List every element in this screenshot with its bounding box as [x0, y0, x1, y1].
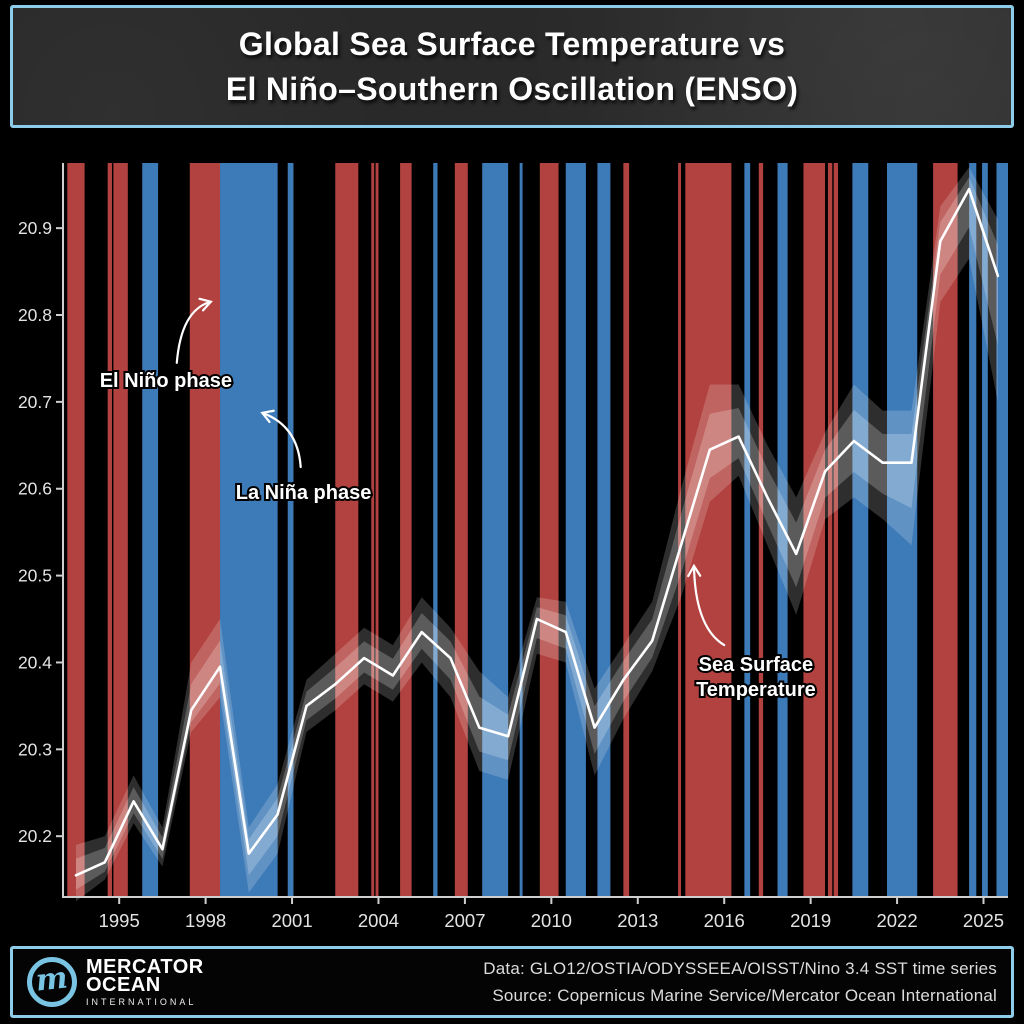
x-tick-label: 2022: [876, 910, 917, 931]
logo-m-glyph: m: [34, 960, 70, 999]
la-nina-band: [852, 163, 869, 897]
la-nina-band: [969, 163, 977, 897]
y-tick-label: 20.3: [18, 739, 52, 759]
annotations: El Niño phase La Niña phase Sea Surface Tem…: [98, 302, 818, 703]
la-nina-band: [287, 163, 294, 897]
el-nino-band: [803, 163, 826, 897]
y-tick-label: 20.8: [18, 305, 52, 325]
la-nina-band: [744, 163, 751, 897]
el-nino-band: [827, 163, 833, 897]
logo-m-icon: m: [27, 957, 77, 1007]
sst-line-path: [74, 187, 1000, 877]
el-nino-phase-label: El Niño phase: [100, 370, 232, 392]
el-nino-band: [400, 163, 412, 897]
el-nino-band: [833, 163, 839, 897]
x-tick-label: 1995: [99, 910, 140, 931]
sst-envelope-inner: [76, 177, 998, 890]
x-tick-label: 2010: [531, 910, 572, 931]
sst-envelope-outer: [76, 167, 998, 902]
la-nina-phase-label-arrow: [263, 413, 302, 469]
el-nino-band: [685, 163, 732, 897]
x-tick-label: 1998: [185, 910, 226, 931]
el-nino-band: [539, 163, 559, 897]
el-nino-band: [189, 163, 221, 897]
credits-data-line: Data: GLO12/OSTIA/ODYSSEEA/OISST/Nino 3.…: [483, 959, 997, 978]
x-tick-label: 2025: [963, 910, 1004, 931]
page-title-line1: Global Sea Surface Temperature vs: [238, 26, 786, 62]
page-title-line2: El Niño–Southern Oscillation (ENSO): [225, 71, 799, 107]
la-nina-band: [433, 163, 438, 897]
la-nina-band: [597, 163, 611, 897]
x-tick-label: 2016: [704, 910, 745, 931]
enso-phase-bands: [67, 163, 1008, 897]
axis-spines: [62, 163, 1008, 898]
la-nina-band: [519, 163, 523, 897]
el-nino-band: [454, 163, 468, 897]
la-nina-band: [220, 163, 278, 897]
logo-text-international: INTERNATIONAL: [86, 996, 197, 1007]
x-tick-label: 2001: [271, 910, 312, 931]
sst-line: [74, 187, 1000, 877]
el-nino-band: [107, 163, 112, 897]
sea-surface-temperature-label-arrow: [694, 567, 726, 647]
la-nina-band: [142, 163, 159, 897]
el-nino-band: [371, 163, 375, 897]
la-nina-band: [565, 163, 586, 897]
mercator-ocean-logo: m MERCATOR OCEAN INTERNATIONAL: [27, 957, 204, 1007]
logo-text-ocean: OCEAN: [86, 973, 161, 996]
la-nina-band: [982, 163, 988, 897]
x-tick-label: 2004: [358, 910, 399, 931]
x-tick-label: 2019: [790, 910, 831, 931]
axes: 20.2 20.3 20.4 20.5 20.6 20.7 20.8 20.9 1995 1998…: [18, 163, 1008, 931]
sea-surface-temperature-label: Sea Surface Temperature: [696, 654, 816, 701]
sst-envelope: [76, 167, 998, 902]
el-nino-band: [933, 163, 958, 897]
el-nino-band: [375, 163, 379, 897]
y-tick-label: 20.6: [18, 479, 52, 499]
y-tick-label: 20.9: [18, 218, 52, 238]
el-nino-band: [758, 163, 764, 897]
el-nino-band: [67, 163, 85, 897]
y-tick-label: 20.5: [18, 566, 52, 586]
el-nino-band: [335, 163, 359, 897]
y-tick-label: 20.2: [18, 826, 52, 846]
la-nina-band: [482, 163, 509, 897]
el-nino-band: [623, 163, 630, 897]
la-nina-band: [777, 163, 788, 897]
el-nino-band: [113, 163, 128, 897]
logo-text-mercator: MERCATOR: [86, 955, 204, 978]
y-tick-label: 20.4: [18, 652, 52, 672]
x-tick-label: 2013: [617, 910, 658, 931]
la-nina-phase-label: La Niña phase: [236, 482, 372, 504]
footer-bar: m MERCATOR OCEAN INTERNATIONAL Data: GLO…: [10, 946, 1014, 1018]
x-tick-label: 2007: [444, 910, 485, 931]
la-nina-band: [886, 163, 918, 897]
logo-wordmark: MERCATOR OCEAN INTERNATIONAL: [86, 955, 204, 1007]
la-nina-band: [996, 163, 1008, 897]
y-tick-label: 20.7: [18, 392, 52, 412]
el-nino-phase-label-arrow: [175, 302, 210, 364]
credits-block: Data: GLO12/OSTIA/ODYSSEEA/OISST/Nino 3.…: [483, 955, 997, 1009]
el-nino-band: [678, 163, 681, 897]
credits-source-line: Source: Copernicus Marine Service/Mercat…: [492, 986, 997, 1005]
title-box: Global Sea Surface Temperature vs El Niñ…: [10, 5, 1014, 128]
